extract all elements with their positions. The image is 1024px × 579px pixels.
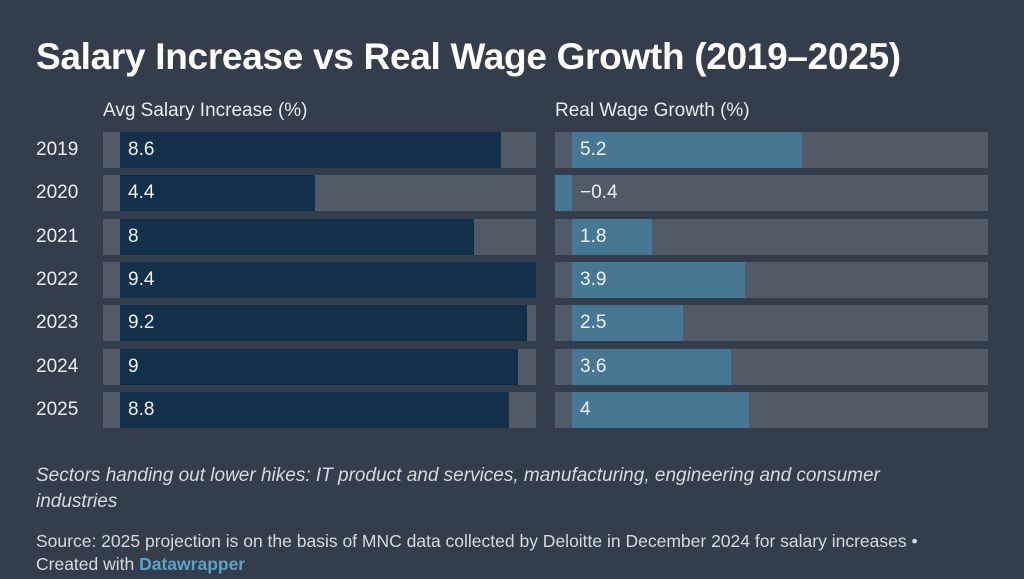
- salary-increase-value-label: 8.8: [128, 399, 155, 420]
- datawrapper-link[interactable]: Datawrapper: [139, 554, 246, 574]
- year-label: 2022: [36, 269, 79, 290]
- real-wage-growth-bar: [572, 349, 732, 385]
- real-wage-growth-value-label: 5.2: [580, 139, 607, 160]
- real-wage-growth-bar: [572, 132, 803, 168]
- salary-increase-value-label: 9.2: [128, 312, 155, 333]
- real-wage-growth-column-header: Real Wage Growth (%): [555, 100, 750, 121]
- source-text: Source: 2025 projection is on the basis …: [36, 531, 918, 574]
- chart-note: Sectors handing out lower hikes: IT prod…: [36, 465, 880, 512]
- real-wage-growth-bar: [572, 262, 745, 298]
- salary-increase-bar: [120, 305, 528, 341]
- chart-title: Salary Increase vs Real Wage Growth (201…: [36, 36, 901, 77]
- real-wage-growth-value-label: 2.5: [580, 312, 607, 333]
- year-label: 2019: [36, 139, 79, 160]
- source-note: Source: 2025 projection is on the basis …: [36, 530, 976, 576]
- salary-increase-value-label: 4.4: [128, 182, 155, 203]
- real-wage-growth-value-label: −0.4: [580, 182, 618, 203]
- salary-increase-bar: [120, 132, 501, 168]
- real-wage-growth-value-label: 3.6: [580, 356, 607, 377]
- real-wage-growth-value-label: 4: [580, 399, 591, 420]
- year-label: 2020: [36, 182, 79, 203]
- salary-increase-bar: [120, 219, 475, 255]
- salary-increase-bar: [120, 175, 315, 211]
- salary-increase-column-header: Avg Salary Increase (%): [103, 100, 308, 121]
- year-label: 2023: [36, 312, 79, 333]
- salary-increase-bar: [120, 349, 519, 385]
- year-label: 2025: [36, 399, 79, 420]
- salary-increase-value-label: 8.6: [128, 139, 155, 160]
- real-wage-growth-track: [555, 175, 988, 211]
- real-wage-growth-bar: [572, 305, 683, 341]
- real-wage-growth-bar: [572, 219, 652, 255]
- year-label: 2021: [36, 226, 79, 247]
- salary-increase-value-label: 9.4: [128, 269, 155, 290]
- real-wage-growth-value-label: 3.9: [580, 269, 607, 290]
- salary-increase-value-label: 8: [128, 226, 139, 247]
- salary-increase-value-label: 9: [128, 356, 139, 377]
- salary-increase-bar: [120, 392, 510, 428]
- year-label: 2024: [36, 356, 79, 377]
- salary-increase-bar: [120, 262, 536, 298]
- real-wage-growth-bar: [555, 175, 572, 211]
- real-wage-growth-value-label: 1.8: [580, 226, 607, 247]
- real-wage-growth-bar: [572, 392, 750, 428]
